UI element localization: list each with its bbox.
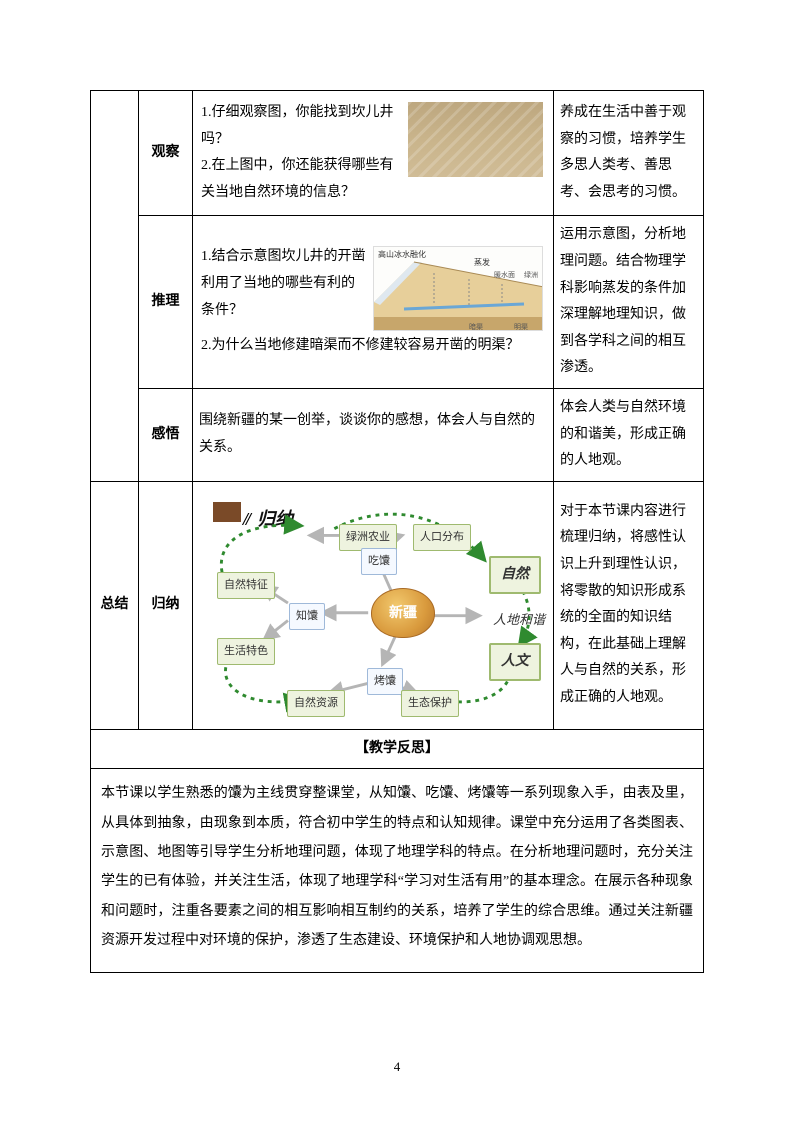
node-shengtai: 生态保护	[401, 690, 459, 717]
cell-summary-right: 对于本节课内容进行梳理归纳，将感性认识上升到理性认识，将零散的知识形成系统的全面…	[554, 481, 704, 729]
cell-reason-right: 运用示意图，分析地理问题。结合物理学科影响蒸发的条件加深理解地理知识，做到各学科…	[554, 216, 704, 389]
cell-observe-content: 1.仔细观察图，你能找到坎儿井吗？ 2.在上图中，你还能获得哪些有关当地自然环境…	[193, 91, 554, 216]
row-reflect-head: 【教学反思】	[91, 729, 704, 769]
svg-text:暗渠: 暗渠	[469, 322, 483, 331]
cell-sense-right: 体会人类与自然环境的和谐美，形成正确的人地观。	[554, 388, 704, 481]
node-renwen: 人文	[489, 643, 541, 682]
node-ziran-tezheng: 自然特征	[217, 572, 275, 599]
concept-map: // 归纳	[199, 488, 547, 723]
karez-diagram: 高山冰水融化 蒸发 暖水面 绿洲 暗渠 明渠	[373, 246, 543, 331]
reflect-body: 本节课以学生熟悉的馕为主线贯穿整课堂，从知馕、吃馕、烤馕等一系列现象入手，由表及…	[97, 775, 697, 965]
d2-top-text: 高山冰水融化	[378, 249, 426, 259]
node-lvzhou: 绿洲农业	[339, 524, 397, 551]
cell-reason-content: 高山冰水融化 蒸发 暖水面 绿洲 暗渠 明渠 1.结合示意图坎儿井的开凿利用了当…	[193, 216, 554, 389]
row-observe: 观察 1.仔细观察图，你能找到坎儿井吗？ 2.在上图中，你还能获得哪些有关当地自…	[91, 91, 704, 216]
node-kaonang: 烤馕	[367, 668, 403, 695]
page-number: 4	[0, 1059, 794, 1075]
label-reason: 推理	[139, 216, 193, 389]
node-chinang: 吃馕	[361, 548, 397, 575]
reason-text-2: 2.为什么当地修建暗渠而不修建较容易开凿的明渠？	[201, 338, 520, 353]
node-shenghuo: 生活特色	[217, 638, 275, 665]
svg-text:明渠: 明渠	[514, 322, 528, 331]
svg-text:暖水面: 暖水面	[494, 270, 515, 279]
reason-text-1: 1.结合示意图坎儿井的开凿利用了当地的哪些有利的条件？	[201, 249, 366, 317]
node-ziyuan: 自然资源	[287, 690, 345, 717]
desert-image	[408, 102, 543, 177]
svg-text:绿洲: 绿洲	[524, 270, 538, 279]
label-observe: 观察	[139, 91, 193, 216]
node-center: 新疆	[371, 588, 435, 638]
row-reflect-body: 本节课以学生熟悉的馕为主线贯穿整课堂，从知馕、吃馕、烤馕等一系列现象入手，由表及…	[91, 769, 704, 972]
row-summary: 总结 归纳 // 归纳	[91, 481, 704, 729]
node-ziran-big: 自然	[489, 556, 541, 595]
lesson-table: 观察 1.仔细观察图，你能找到坎儿井吗？ 2.在上图中，你还能获得哪些有关当地自…	[90, 90, 704, 973]
reflect-body-cell: 本节课以学生熟悉的馕为主线贯穿整课堂，从知馕、吃馕、烤馕等一系列现象入手，由表及…	[91, 769, 704, 972]
svg-text:蒸发: 蒸发	[474, 257, 490, 267]
node-rendi: 人地和谐	[487, 606, 551, 635]
cell-sense-content: 围绕新疆的某一创举，谈谈你的感想，体会人与自然的关系。	[193, 388, 554, 481]
row-reason: 推理 高山冰水融化 蒸发 暖水	[91, 216, 704, 389]
label-sense: 感悟	[139, 388, 193, 481]
label-summary: 总结	[91, 481, 139, 729]
row-sense: 感悟 围绕新疆的某一创举，谈谈你的感想，体会人与自然的关系。 体会人类与自然环境…	[91, 388, 704, 481]
reflect-heading: 【教学反思】	[91, 729, 704, 769]
observe-text: 1.仔细观察图，你能找到坎儿井吗？ 2.在上图中，你还能获得哪些有关当地自然环境…	[201, 105, 394, 200]
cell-observe-right: 养成在生活中善于观察的习惯，培养学生多思人类考、善思考、会思考的习惯。	[554, 91, 704, 216]
label-guina: 归纳	[139, 481, 193, 729]
cell-concept-map: // 归纳	[193, 481, 554, 729]
node-zhinang: 知馕	[289, 603, 325, 630]
node-renkou: 人口分布	[413, 524, 471, 551]
